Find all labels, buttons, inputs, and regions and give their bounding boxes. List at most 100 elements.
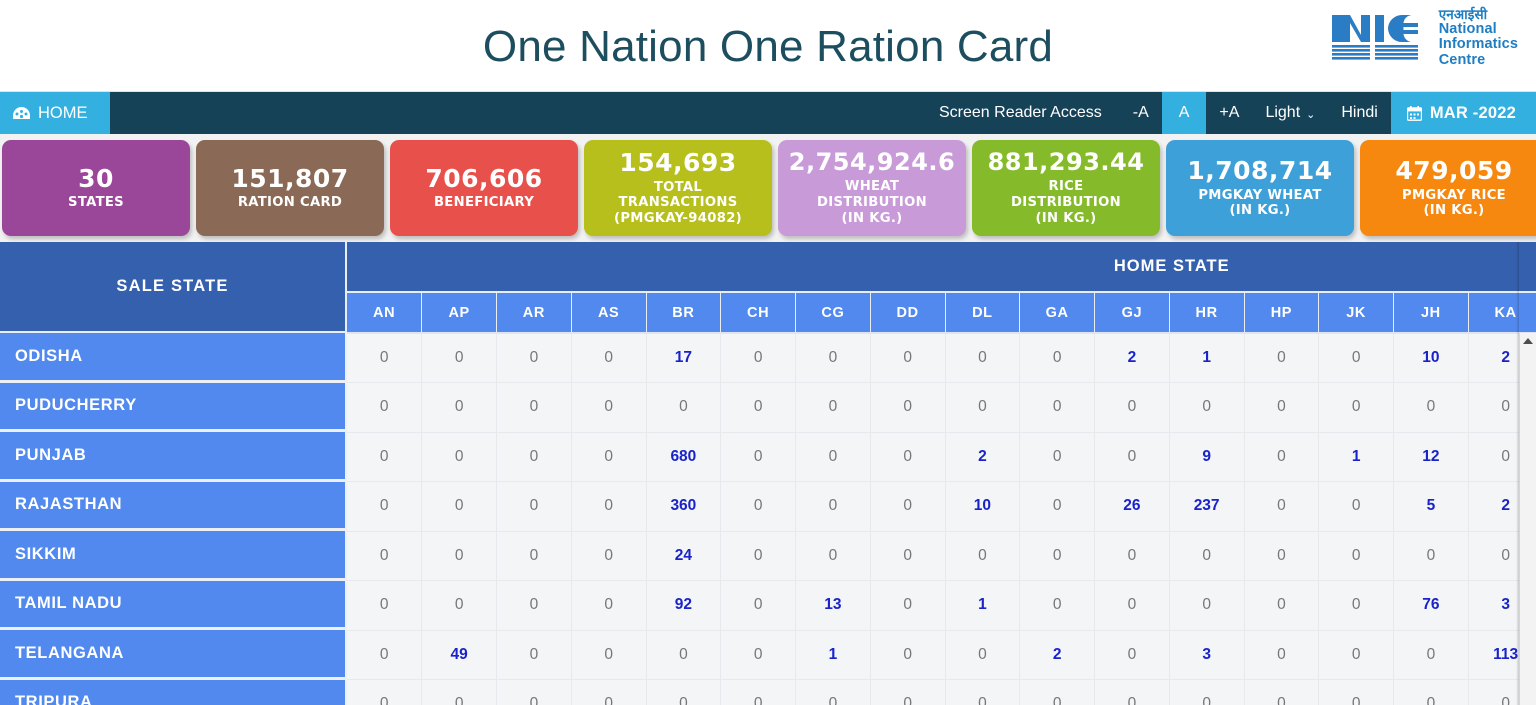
grid-cell[interactable]: 0: [1244, 630, 1320, 680]
grid-cell[interactable]: 0: [870, 531, 946, 581]
grid-cell[interactable]: 237: [1169, 481, 1245, 532]
stat-card[interactable]: 154,693 TOTAL TRANSACTIONS (PMGKAY-94082): [584, 140, 772, 236]
font-decrease-button[interactable]: -A: [1132, 104, 1149, 121]
grid-cell[interactable]: 0: [571, 432, 647, 482]
grid-cell[interactable]: 0: [347, 432, 423, 482]
column-header-ga[interactable]: GA: [1019, 292, 1095, 334]
column-header-jh[interactable]: JH: [1393, 292, 1469, 334]
grid-cell[interactable]: 10: [1393, 333, 1469, 383]
grid-cell[interactable]: 0: [347, 630, 423, 680]
grid-cell[interactable]: 0: [795, 333, 871, 383]
font-normal-button[interactable]: A: [1161, 92, 1207, 134]
sale-state-cell[interactable]: TELANGANA: [0, 630, 347, 680]
grid-cell[interactable]: 1: [1318, 432, 1394, 482]
sale-state-cell[interactable]: ODISHA: [0, 333, 347, 383]
column-header-ap[interactable]: AP: [421, 292, 497, 334]
grid-cell[interactable]: 0: [720, 679, 796, 705]
stat-card[interactable]: 706,606 BENEFICIARY: [390, 140, 578, 236]
grid-cell[interactable]: 0: [1393, 382, 1469, 433]
grid-cell[interactable]: 0: [1094, 531, 1170, 581]
grid-cell[interactable]: 0: [870, 679, 946, 705]
grid-cell[interactable]: 0: [945, 333, 1021, 383]
grid-cell[interactable]: 0: [1244, 432, 1320, 482]
grid-cell[interactable]: 0: [496, 382, 572, 433]
grid-cell[interactable]: 0: [496, 630, 572, 680]
grid-cell[interactable]: 0: [1318, 333, 1394, 383]
grid-cell[interactable]: 12: [1393, 432, 1469, 482]
grid-cell[interactable]: 0: [1244, 333, 1320, 383]
language-toggle-hindi[interactable]: Hindi: [1341, 104, 1378, 121]
grid-cell[interactable]: 0: [421, 481, 497, 532]
screen-reader-access-link[interactable]: Screen Reader Access: [939, 104, 1102, 121]
grid-cell[interactable]: 0: [870, 432, 946, 482]
grid-cell[interactable]: 0: [421, 679, 497, 705]
column-header-hp[interactable]: HP: [1244, 292, 1320, 334]
sale-state-cell[interactable]: TRIPURA: [0, 679, 347, 705]
column-header-gj[interactable]: GJ: [1094, 292, 1170, 334]
grid-cell[interactable]: 0: [795, 481, 871, 532]
stat-card[interactable]: 1,708,714 PMGKAY WHEAT (IN KG.): [1166, 140, 1354, 236]
grid-cell[interactable]: 0: [795, 679, 871, 705]
column-header-dl[interactable]: DL: [945, 292, 1021, 334]
grid-cell[interactable]: 0: [1318, 679, 1394, 705]
column-header-ch[interactable]: CH: [720, 292, 796, 334]
grid-cell[interactable]: 0: [1393, 630, 1469, 680]
grid-cell[interactable]: 0: [347, 580, 423, 631]
column-header-hr[interactable]: HR: [1169, 292, 1245, 334]
stat-card[interactable]: 2,754,924.6 WHEAT DISTRIBUTION (IN KG.): [778, 140, 966, 236]
grid-cell[interactable]: 0: [720, 630, 796, 680]
grid-cell[interactable]: 0: [1019, 679, 1095, 705]
grid-cell[interactable]: 0: [720, 531, 796, 581]
grid-cell[interactable]: 1: [945, 580, 1021, 631]
grid-cell[interactable]: 0: [945, 382, 1021, 433]
grid-cell[interactable]: 1: [795, 630, 871, 680]
grid-cell[interactable]: 0: [1019, 580, 1095, 631]
grid-cell[interactable]: 0: [496, 481, 572, 532]
grid-cell[interactable]: 0: [496, 333, 572, 383]
grid-cell[interactable]: 0: [496, 679, 572, 705]
grid-cell[interactable]: 0: [421, 531, 497, 581]
grid-cell[interactable]: 49: [421, 630, 497, 680]
column-header-jk[interactable]: JK: [1318, 292, 1394, 334]
grid-cell[interactable]: 0: [1244, 580, 1320, 631]
column-header-as[interactable]: AS: [571, 292, 647, 334]
grid-cell[interactable]: 0: [1169, 531, 1245, 581]
column-header-dd[interactable]: DD: [870, 292, 946, 334]
grid-cell[interactable]: 0: [1019, 333, 1095, 383]
grid-cell[interactable]: 0: [870, 333, 946, 383]
scroll-up-arrow-icon[interactable]: [1523, 338, 1533, 344]
grid-cell[interactable]: 0: [571, 679, 647, 705]
stat-card[interactable]: 151,807 RATION CARD: [196, 140, 384, 236]
grid-cell[interactable]: 0: [1318, 481, 1394, 532]
grid-cell[interactable]: 680: [646, 432, 722, 482]
grid-cell[interactable]: 10: [945, 481, 1021, 532]
grid-cell[interactable]: 0: [1318, 580, 1394, 631]
grid-cell[interactable]: 0: [720, 481, 796, 532]
grid-cell[interactable]: 76: [1393, 580, 1469, 631]
grid-cell[interactable]: 13: [795, 580, 871, 631]
grid-cell[interactable]: 0: [1244, 481, 1320, 532]
grid-cell[interactable]: 0: [795, 382, 871, 433]
grid-cell[interactable]: 0: [870, 580, 946, 631]
grid-cell[interactable]: 0: [945, 630, 1021, 680]
grid-cell[interactable]: 360: [646, 481, 722, 532]
grid-cell[interactable]: 92: [646, 580, 722, 631]
grid-scroll-area[interactable]: HOME STATE AN AP AR AS BR CH CG DD DL GA GJ HR HP JK J…: [347, 242, 1536, 705]
grid-cell[interactable]: 0: [646, 630, 722, 680]
grid-cell[interactable]: 0: [1169, 679, 1245, 705]
stat-card[interactable]: 881,293.44 RICE DISTRIBUTION (IN KG.): [972, 140, 1160, 236]
column-header-an[interactable]: AN: [347, 292, 423, 334]
stat-card[interactable]: 479,059 PMGKAY RICE (IN KG.): [1360, 140, 1536, 236]
nav-home-button[interactable]: HOME: [0, 92, 110, 134]
grid-cell[interactable]: 2: [1094, 333, 1170, 383]
sale-state-cell[interactable]: RAJASTHAN: [0, 481, 347, 531]
grid-cell[interactable]: 9: [1169, 432, 1245, 482]
grid-cell[interactable]: 0: [421, 382, 497, 433]
grid-cell[interactable]: 0: [1318, 382, 1394, 433]
grid-cell[interactable]: 0: [870, 630, 946, 680]
grid-cell[interactable]: 0: [347, 382, 423, 433]
grid-cell[interactable]: 0: [795, 432, 871, 482]
column-header-cg[interactable]: CG: [795, 292, 871, 334]
grid-cell[interactable]: 0: [571, 580, 647, 631]
grid-cell[interactable]: 0: [571, 481, 647, 532]
